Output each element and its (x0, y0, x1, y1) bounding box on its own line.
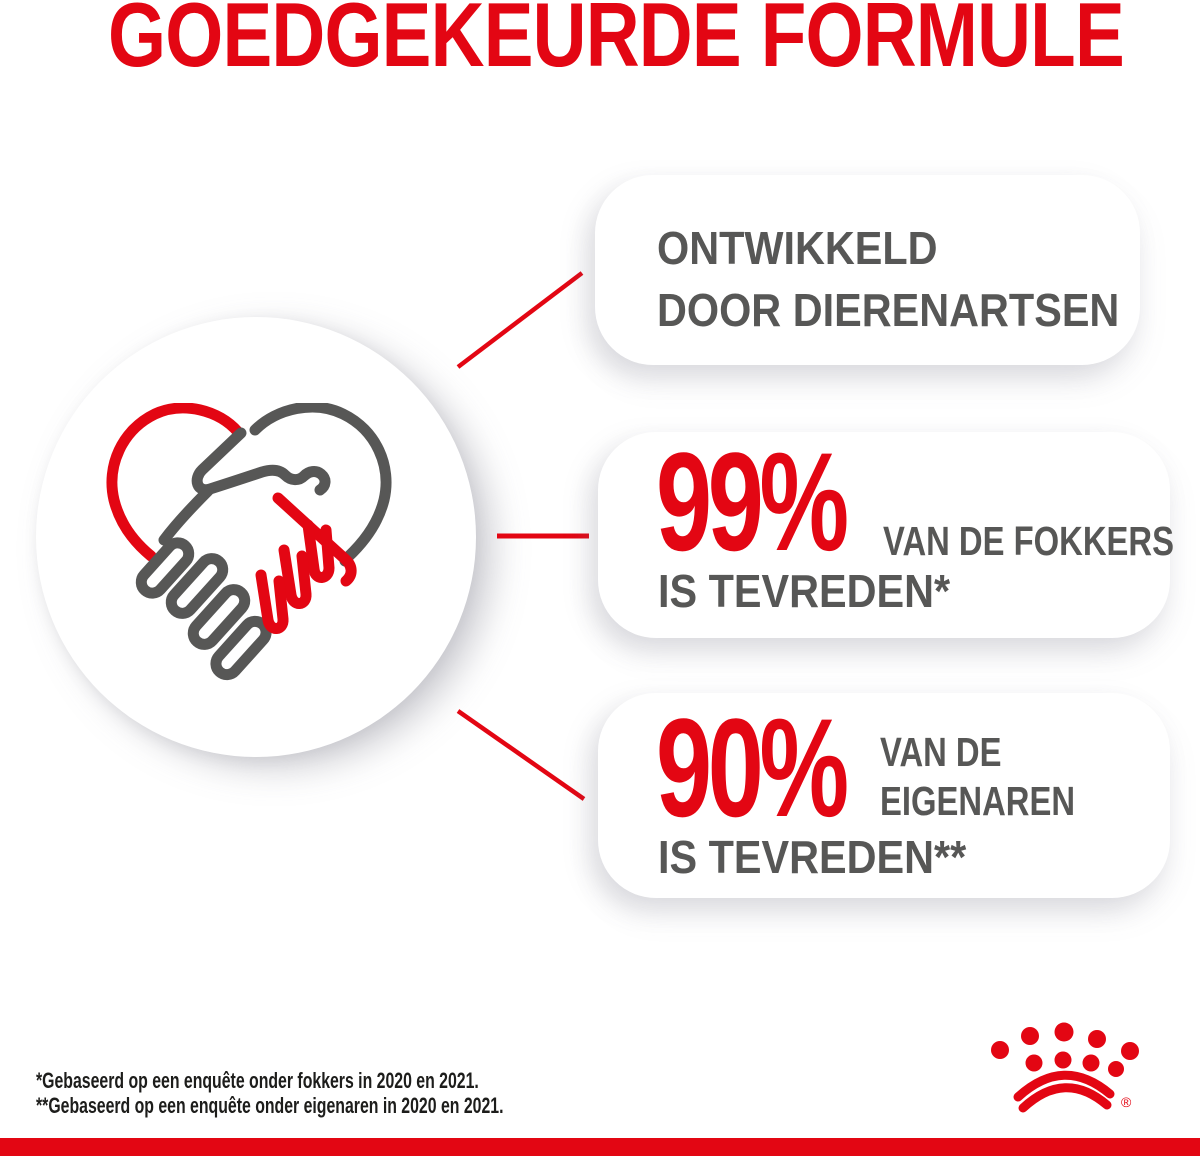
footnote-owners: **Gebaseerd op een enquête onder eigenar… (36, 1093, 504, 1118)
royal-canin-crown-logo: ® (991, 1022, 1139, 1113)
callout-card-breeders: 99% VAN DE FOKKERS IS TEVREDEN* (598, 423, 1174, 638)
connector-line-bottom (456, 709, 586, 801)
handshake-heart-icon (106, 403, 392, 681)
vets-text: ONTWIKKELD DOOR DIERENARTSEN (657, 217, 1119, 341)
crown-dots (991, 1022, 1139, 1077)
vets-line2: DOOR DIERENARTSEN (657, 284, 1120, 336)
owners-percent: 90% (656, 689, 849, 846)
breeders-statement: IS TEVREDEN* (658, 565, 951, 617)
crown-arcs (1013, 1070, 1115, 1113)
breeders-percent: 99% (656, 423, 849, 580)
owners-qualifier-line1: VAN DE (880, 729, 1002, 775)
breeders-qualifier: VAN DE FOKKERS (883, 518, 1174, 564)
hero-circle (36, 317, 476, 757)
registered-trademark-symbol: ® (1121, 1094, 1132, 1110)
owners-qualifier-line2: EIGENAREN (880, 778, 1076, 824)
bottom-red-bar (0, 1138, 1200, 1156)
callout-card-vets: ONTWIKKELD DOOR DIERENARTSEN (595, 175, 1140, 365)
page-title: GOEDGEKEURDE FORMULE (108, 0, 1125, 86)
vets-line1: ONTWIKKELD (657, 222, 938, 274)
callout-card-owners: 90% VAN DE EIGENAREN IS TEVREDEN** (598, 693, 1170, 898)
connector-line-top (456, 271, 584, 369)
footnotes: *Gebaseerd op een enquête onder fokkers … (36, 1068, 503, 1118)
owners-qualifier: VAN DE EIGENAREN (880, 728, 1075, 826)
owners-statement: IS TEVREDEN** (658, 831, 967, 883)
footnote-breeders: *Gebaseerd op een enquête onder fokkers … (36, 1068, 479, 1093)
